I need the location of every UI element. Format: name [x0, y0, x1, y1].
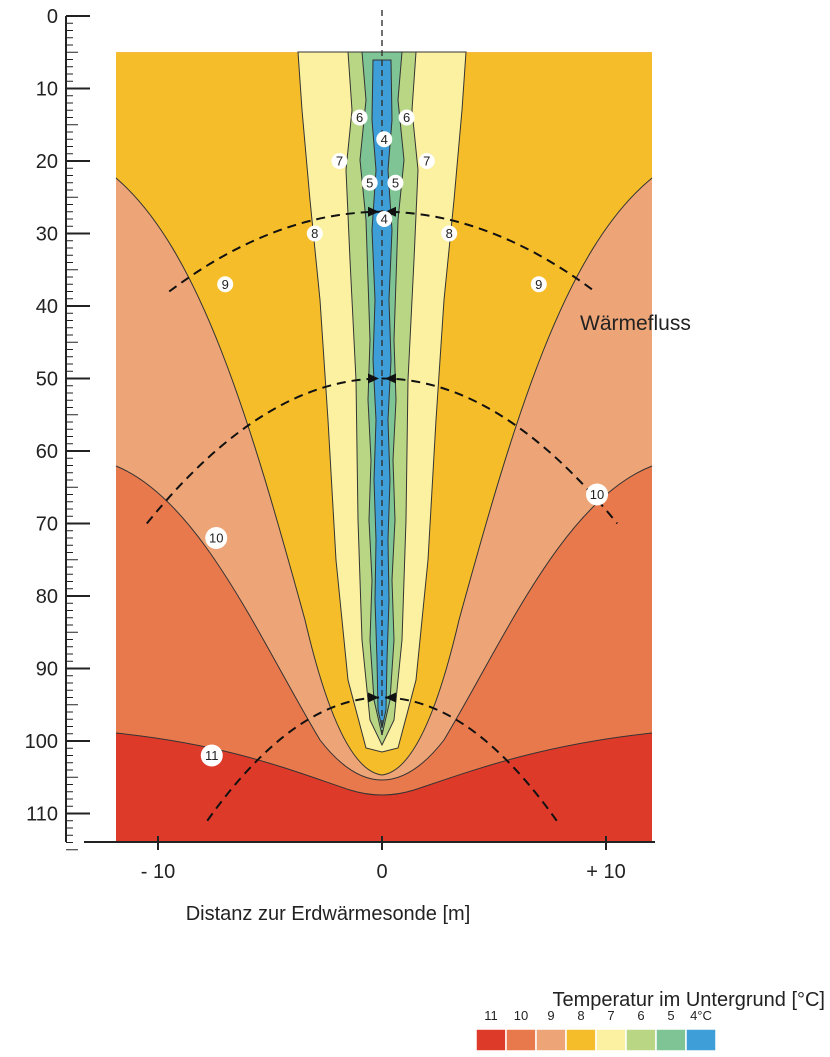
flux-arrow-left — [368, 206, 379, 217]
colorbar-label: 8 — [577, 1008, 584, 1023]
y-tick-label: 100 — [25, 731, 58, 753]
isotherm-label-bubble — [205, 527, 228, 549]
x-tick-label: - 10 — [141, 861, 175, 883]
isotherm-label: 10 — [590, 487, 604, 502]
colorbar-label: 10 — [514, 1008, 528, 1023]
isotherm-label: 7 — [423, 154, 430, 169]
y-tick-label: 110 — [26, 804, 58, 826]
y-axis: 0 10 20 30 40 50 60 70 80 90 100 110 — [25, 6, 90, 851]
colorbar-swatch — [565, 1028, 597, 1052]
y-tick-label: 50 — [36, 369, 58, 391]
isotherm-label: 7 — [336, 154, 343, 169]
isotherm-label: 11 — [205, 748, 219, 763]
colorbar-swatch — [475, 1028, 507, 1052]
isotherm-label-bubble — [530, 276, 547, 293]
isotherm-label-bubble — [217, 276, 234, 293]
isotherm-label-bubble — [398, 109, 415, 126]
flux-arrow-right — [385, 206, 396, 217]
isotherm-label-bubble — [306, 225, 323, 242]
colorbar-label: 6 — [637, 1008, 644, 1023]
colorbar-label: 4°C — [690, 1008, 712, 1023]
colorbar-swatch — [505, 1028, 537, 1052]
isotherm-label-bubble — [351, 109, 368, 126]
y-tick-label: 0 — [47, 6, 58, 28]
x-axis-title: Distanz zur Erdwärmesonde [m] — [186, 903, 471, 925]
flux-arrow-left — [368, 692, 379, 703]
contour-fills — [116, 51, 652, 842]
isotherm-label: 4 — [381, 132, 388, 147]
colorbar-label: 7 — [607, 1008, 614, 1023]
flux-arrow-left — [368, 373, 379, 384]
y-tick-label: 20 — [36, 151, 58, 173]
colorbar-label: 9 — [547, 1008, 554, 1023]
isotherm-label: 5 — [366, 175, 373, 190]
colorbar-swatch — [655, 1028, 687, 1052]
isotherm-label: 9 — [222, 277, 229, 292]
isotherm-label-bubble — [387, 174, 404, 191]
isotherm-label-bubble — [418, 153, 435, 169]
x-axis: - 10 0 + 10 — [84, 836, 655, 883]
isotherm-label-bubble — [376, 131, 393, 148]
isotherm-label: 8 — [311, 226, 318, 241]
isotherm-label: 4 — [381, 212, 388, 227]
colorbar-legend: Temperatur im Untergrund [°C] 11 10 9 8 7 6 5 4… — [475, 989, 825, 1052]
colorbar-label: 5 — [667, 1008, 674, 1023]
x-tick-label: + 10 — [586, 861, 625, 883]
flux-arrow-right — [385, 373, 396, 384]
band-11 — [116, 733, 652, 842]
isotherm-label-bubble — [441, 225, 458, 242]
isotherm-label-bubble — [331, 153, 348, 169]
colorbar-swatch — [535, 1028, 567, 1052]
isotherm-11 — [115, 732, 653, 796]
y-tick-label: 90 — [36, 659, 58, 681]
heat-flux-arc — [206, 696, 558, 822]
isotherm-9 — [115, 177, 653, 776]
isotherm-label-bubble — [586, 483, 609, 506]
heat-flux-annotation: Wärmefluss — [580, 312, 691, 335]
isotherm-label-bubble — [376, 211, 393, 227]
isotherm-labels: 11 10 10 9 9 8 8 7 7 6 6 5 5 4 4 — [200, 109, 609, 767]
colorbar-swatches — [475, 1028, 717, 1052]
isotherm-label: 5 — [392, 175, 399, 190]
isotherm-label: 6 — [356, 110, 363, 125]
y-tick-label: 30 — [36, 224, 58, 246]
y-tick-label: 80 — [36, 586, 58, 608]
y-tick-label: 60 — [36, 441, 58, 463]
colorbar-title: Temperatur im Untergrund [°C] — [552, 989, 825, 1011]
isotherm-label: 6 — [403, 110, 410, 125]
colorbar-label: 11 — [484, 1008, 498, 1023]
isotherm-label-bubble — [361, 174, 378, 191]
isotherm-label: 8 — [446, 226, 453, 241]
isotherm-10 — [115, 465, 653, 781]
x-tick-label: 0 — [376, 861, 387, 883]
flux-arrow-right — [385, 692, 396, 703]
isotherm-label-bubble — [200, 744, 223, 767]
heat-flux-arc — [146, 377, 618, 525]
colorbar-swatch — [595, 1028, 627, 1052]
isotherm-label: 10 — [209, 531, 223, 546]
y-tick-label: 40 — [36, 296, 58, 318]
colorbar-swatch — [685, 1028, 717, 1052]
y-tick-label: 70 — [36, 514, 58, 536]
y-tick-label: 10 — [36, 79, 58, 101]
isotherm-lines — [115, 10, 653, 796]
isotherm-label: 9 — [535, 277, 542, 292]
colorbar-swatch — [625, 1028, 657, 1052]
colorbar-labels: 11 10 9 8 7 6 5 4°C — [484, 1008, 712, 1023]
